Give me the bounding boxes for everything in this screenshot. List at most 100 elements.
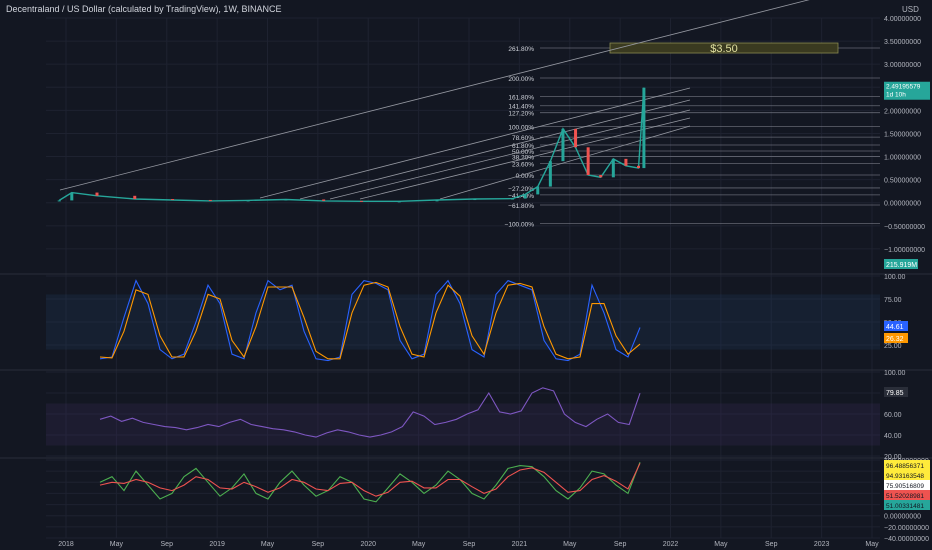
y-tick-label: −1.00000000 — [884, 247, 925, 254]
indicator-series-1 — [99, 462, 641, 503]
x-tick-label: Sep — [614, 541, 627, 548]
y-tick-label: 0.00000000 — [884, 514, 921, 521]
price-candle — [70, 192, 74, 201]
x-tick-label: Sep — [463, 541, 476, 548]
trend-line — [59, 0, 810, 191]
x-tick-label: Sep — [312, 541, 325, 548]
x-tick-label: May — [714, 541, 728, 548]
y-tick-label: 20.00 — [884, 454, 902, 461]
rsi-label: 79.85 — [886, 390, 904, 397]
y-tick-label: 25.00 — [884, 343, 902, 350]
volume-label-box — [884, 259, 918, 269]
price-label-box — [884, 81, 930, 100]
fib-level-label: 0.00% — [516, 173, 535, 180]
trend-line — [359, 117, 691, 200]
fib-level-label: 38.20% — [512, 155, 534, 162]
price-candle — [642, 87, 646, 169]
x-tick-label: 2018 — [58, 541, 74, 548]
grid-lines — [0, 17, 932, 539]
fib-level-label: 261.80% — [508, 46, 534, 53]
y-tick-label: 0.00000000 — [884, 201, 921, 208]
osc-value-label: 51.00331481 — [886, 503, 924, 510]
x-tick-label: May — [412, 541, 426, 548]
fib-level-label: 161.80% — [508, 95, 534, 102]
fib-level-label: −27.20% — [508, 186, 534, 193]
y-tick-label: 40.00 — [884, 433, 902, 440]
osc-value-label: 96.48856371 — [886, 463, 924, 470]
x-tick-label: May — [261, 541, 275, 548]
osc-value-label-box — [884, 500, 930, 510]
price-candle — [473, 199, 477, 201]
price-candle — [57, 200, 61, 202]
price-label-value: 2.49195579 — [886, 84, 921, 91]
chart-title: Decentraland / US Dollar (calculated by … — [6, 4, 281, 14]
x-tick-label: 2023 — [814, 541, 830, 548]
osc-value-label-box — [884, 480, 930, 490]
osc-value-label-box — [884, 490, 930, 500]
panes: 261.80% 200.00% 161.80% 141.40%127.20% 100.0… — [46, 0, 880, 503]
indicator-band — [46, 294, 880, 350]
fib-level-label: 50.00% — [512, 149, 534, 156]
price-candle — [133, 195, 137, 200]
osc-value-label-box — [884, 470, 930, 480]
x-tick-label: 2021 — [512, 541, 528, 548]
osc-value-label-box — [884, 460, 930, 470]
y-tick-label: 0.50000000 — [884, 178, 921, 185]
price-candle — [536, 186, 540, 195]
price-candle — [599, 175, 603, 178]
x-tick-label: May — [865, 541, 879, 548]
y-tick-label: 100.00 — [884, 370, 906, 377]
price-candle — [574, 128, 578, 148]
stoch-k-label: 44.61 — [886, 324, 904, 331]
fib-level-label: 23.60% — [512, 161, 534, 168]
osc-value-label: 75.90516809 — [886, 483, 924, 490]
y-tick-label: −0.50000000 — [884, 224, 925, 231]
y-tick-label: 4.00000000 — [884, 16, 921, 23]
price-candle — [397, 201, 401, 203]
trend-line — [439, 125, 691, 200]
price-candle — [171, 199, 175, 201]
price-candle — [637, 165, 641, 169]
y-tick-label: 1.00000000 — [884, 155, 921, 162]
indicator-series-2 — [99, 281, 641, 360]
x-tick-label: Sep — [765, 541, 778, 548]
price-candle — [561, 128, 565, 162]
y-tick-label: 2.00000000 — [884, 108, 921, 115]
x-tick-label: May — [110, 541, 124, 548]
y-tick-label: 75.00 — [884, 297, 902, 304]
fib-level-label: 78.60% — [512, 135, 534, 142]
fib-level-label: −61.80% — [508, 203, 534, 210]
fib-level-label: 141.40% — [508, 104, 534, 111]
indicator-series-2 — [99, 463, 641, 497]
price-candle — [523, 194, 527, 199]
fib-level-label: 61.80% — [512, 143, 534, 150]
y-tick-label: 3.50000000 — [884, 39, 921, 46]
price-candle — [95, 192, 99, 196]
trend-line — [299, 99, 691, 200]
price-candle — [511, 198, 515, 200]
fib-level-label: −100.00% — [505, 222, 535, 229]
x-tick-label: 2020 — [360, 541, 376, 548]
y-tick-label: −20.00000000 — [884, 525, 929, 532]
target-label: $3.50 — [710, 43, 738, 55]
y-tick-label: 100.00 — [884, 274, 906, 281]
indicator-series-1 — [99, 279, 641, 362]
x-tick-label: May — [563, 541, 577, 548]
price-candle — [548, 161, 552, 187]
target-box — [609, 42, 839, 54]
price-candle — [586, 147, 590, 176]
stoch-k-label-box — [884, 321, 908, 331]
rsi-label-box — [884, 387, 908, 397]
x-tick-label: Sep — [161, 541, 174, 548]
osc-value-label: 51.52028981 — [886, 493, 924, 500]
stoch-d-label-box — [884, 333, 908, 343]
price-candle — [246, 200, 250, 202]
fib-level-label: 200.00% — [508, 76, 534, 83]
price-candle — [322, 199, 326, 201]
osc-value-label: 94.93163548 — [886, 473, 924, 480]
y-tick-label: 3.00000000 — [884, 62, 921, 69]
y-tick-label: 1.50000000 — [884, 131, 921, 138]
y-tick-label: 60.00 — [884, 412, 902, 419]
